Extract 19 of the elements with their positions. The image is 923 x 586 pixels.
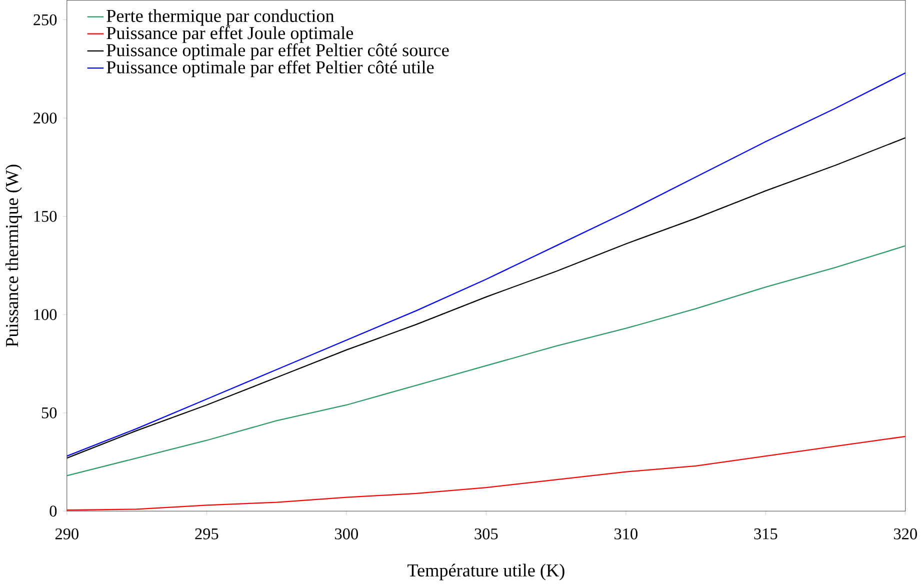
- y-axis-title: Puissance thermique (W): [5, 164, 22, 347]
- y-tick-label: 100: [34, 309, 57, 320]
- legend-label: Perte thermique par conduction: [106, 9, 334, 26]
- legend-label: Puissance optimale par effet Peltier côté source: [106, 44, 449, 60]
- x-tick-label: 315: [754, 528, 778, 540]
- x-tick-label: 305: [474, 528, 498, 540]
- x-tick-label: 310: [614, 528, 638, 540]
- x-tick-label: 295: [195, 528, 218, 540]
- y-tick-label: 150: [34, 211, 57, 222]
- y-tick-label: 0: [50, 506, 57, 517]
- y-tick-label: 200: [34, 112, 57, 124]
- y-tick-label: 50: [42, 408, 57, 419]
- x-tick-label: 300: [335, 528, 358, 540]
- legend-label: Puissance optimale par effet Peltier côté utile: [106, 60, 434, 78]
- x-tick-label: 320: [894, 528, 917, 540]
- legend-label: Puissance par effet Joule optimale: [106, 26, 354, 44]
- x-axis-title: Température utile (K): [408, 564, 564, 580]
- y-tick-label: 250: [34, 14, 57, 26]
- x-tick-label: 290: [55, 528, 78, 540]
